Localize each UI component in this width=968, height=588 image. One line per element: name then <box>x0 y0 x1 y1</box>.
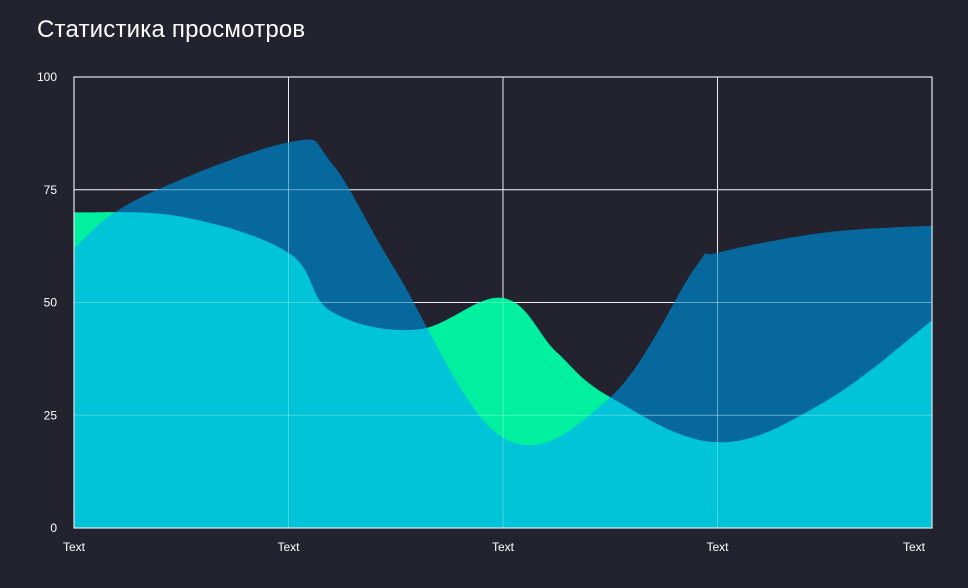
y-tick-label: 25 <box>44 408 58 422</box>
x-tick-label: Text <box>63 540 86 554</box>
area-series <box>74 139 932 528</box>
y-tick-label: 50 <box>44 296 58 310</box>
x-tick-label: Text <box>492 540 515 554</box>
chart-title: Статистика просмотров <box>37 16 306 43</box>
plot-border <box>73 76 933 529</box>
y-tick-label: 100 <box>37 70 57 84</box>
x-tick-label: Text <box>277 540 300 554</box>
x-tick-label: Text <box>706 540 729 554</box>
y-tick-label: 75 <box>44 183 58 197</box>
plot-frame <box>73 76 933 529</box>
tick-labels: 0 25 50 75 100 Text Text Text Text Text <box>37 70 926 554</box>
x-tick-label: Text <box>903 540 926 554</box>
y-tick-label: 0 <box>50 521 57 535</box>
